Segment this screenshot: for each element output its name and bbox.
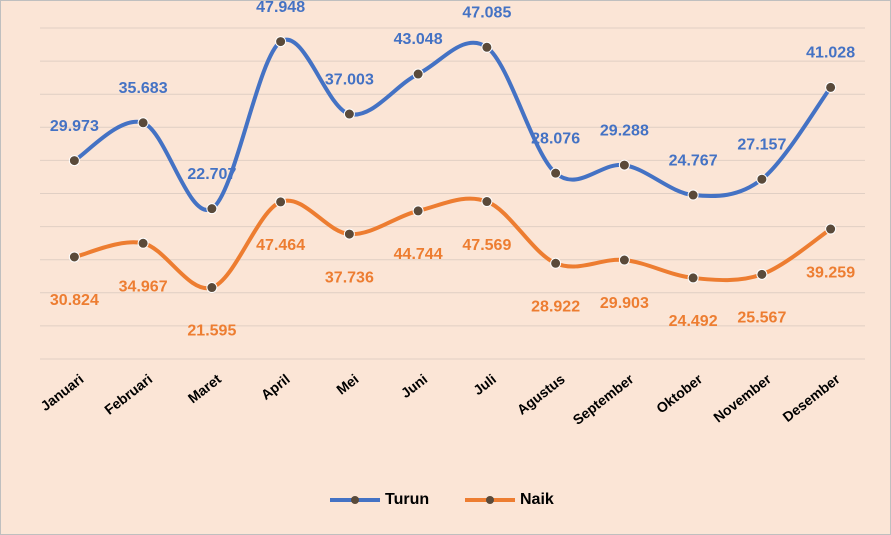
legend-marker <box>486 496 494 504</box>
point-marker <box>481 196 493 208</box>
point-marker <box>756 173 768 185</box>
data-label: 37.736 <box>325 269 374 286</box>
point-marker <box>68 251 80 263</box>
point-marker <box>412 68 424 80</box>
data-label: 34.967 <box>119 278 168 295</box>
data-label: 29.903 <box>600 295 649 312</box>
data-label: 47.948 <box>256 0 305 16</box>
point-marker <box>618 254 630 266</box>
point-marker <box>343 108 355 120</box>
point-marker <box>687 272 699 284</box>
data-label: 39.259 <box>806 264 855 281</box>
point-marker <box>206 203 218 215</box>
point-marker <box>137 237 149 249</box>
data-label: 29.288 <box>600 122 649 139</box>
data-label: 24.767 <box>669 152 718 169</box>
point-marker <box>275 36 287 48</box>
point-marker <box>412 205 424 217</box>
data-label: 29.973 <box>50 118 99 135</box>
point-marker <box>825 81 837 93</box>
point-marker <box>343 228 355 240</box>
point-marker <box>481 41 493 53</box>
data-label: 47.569 <box>462 237 511 254</box>
data-label: 30.824 <box>50 292 99 309</box>
data-label: 35.683 <box>119 80 168 97</box>
legend-marker <box>351 496 359 504</box>
data-label: 47.085 <box>462 5 511 22</box>
data-label: 28.076 <box>531 130 580 147</box>
data-label: 44.744 <box>394 246 443 263</box>
point-marker <box>137 117 149 129</box>
legend-label: Naik <box>520 491 554 508</box>
data-label: 37.003 <box>325 71 374 88</box>
legend-label: Turun <box>385 491 429 508</box>
data-label: 43.048 <box>394 31 443 48</box>
data-label: 27.157 <box>737 136 786 153</box>
data-label: 22.707 <box>187 166 236 183</box>
data-label: 21.595 <box>187 323 236 340</box>
data-label: 25.567 <box>737 310 786 327</box>
point-marker <box>825 223 837 235</box>
data-label: 47.464 <box>256 237 305 254</box>
data-label: 41.028 <box>806 45 855 62</box>
point-marker <box>550 167 562 179</box>
point-marker <box>687 189 699 201</box>
point-marker <box>756 268 768 280</box>
point-marker <box>275 196 287 208</box>
data-label: 24.492 <box>669 313 718 330</box>
point-marker <box>68 155 80 167</box>
point-marker <box>550 257 562 269</box>
point-marker <box>206 282 218 294</box>
point-marker <box>618 159 630 171</box>
data-label: 28.922 <box>531 298 580 315</box>
